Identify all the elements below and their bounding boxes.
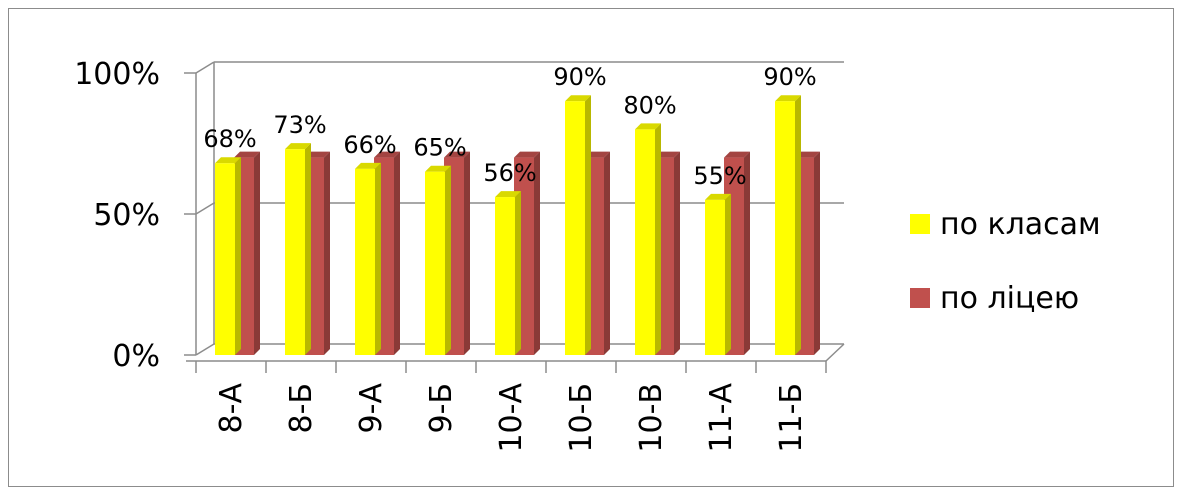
data-label: 68% xyxy=(203,125,256,153)
bar-po-klasam-top xyxy=(705,193,731,200)
y-tick-label: 0% xyxy=(112,339,160,374)
data-label: 90% xyxy=(763,63,816,91)
category-label: 8-А xyxy=(214,383,249,434)
y-tick-label: 100% xyxy=(74,57,160,92)
bars xyxy=(215,95,820,356)
bar-po-klasam xyxy=(285,143,311,355)
bar-po-litseiu-side xyxy=(324,151,330,355)
bar-po-klasam xyxy=(355,162,381,355)
bar-po-klasam-side xyxy=(305,143,311,355)
legend-label: по класам xyxy=(940,207,1101,242)
data-label: 55% xyxy=(693,162,746,190)
data-labels: 68% 73% 66% 65% 56% 90% 80% 55% 90% xyxy=(203,63,816,190)
bar-po-klasam-side xyxy=(375,162,381,355)
data-label: 56% xyxy=(483,159,536,187)
bar-po-litseiu-top xyxy=(374,151,400,158)
legend-item-po-litseiu: по ліцею xyxy=(910,281,1079,316)
bar-po-klasam-top xyxy=(425,165,451,172)
data-label: 65% xyxy=(413,134,466,162)
bar-po-klasam xyxy=(565,95,591,355)
bar-po-klasam-top xyxy=(355,162,381,169)
legend-swatch xyxy=(910,214,930,234)
bar-po-klasam-side xyxy=(655,123,661,356)
bar-po-klasam-top xyxy=(775,95,801,102)
legend: по класам по ліцею xyxy=(910,207,1101,316)
bar-po-litseiu-side xyxy=(534,151,540,355)
floor-right-edge xyxy=(825,343,845,362)
category-label: 11-Б xyxy=(774,383,809,453)
gridline-depth xyxy=(195,343,215,356)
bar-po-litseiu-side xyxy=(674,151,680,355)
bar-po-litseiu-top xyxy=(444,151,470,158)
data-label: 66% xyxy=(343,131,396,159)
category-label: 9-А xyxy=(354,383,389,434)
category-label: 10-А xyxy=(494,383,529,453)
bar-po-litseiu-side xyxy=(254,151,260,355)
bar-po-klasam-top xyxy=(215,157,241,164)
bar-po-klasam-front xyxy=(565,101,585,355)
bar-po-klasam-front xyxy=(775,101,795,355)
legend-item-po-klasam: по класам xyxy=(910,207,1101,242)
bar-po-klasam-front xyxy=(705,199,725,355)
bar-po-klasam xyxy=(495,191,521,355)
legend-swatch xyxy=(910,288,930,308)
legend-label: по ліцею xyxy=(940,281,1079,316)
bar-po-klasam-side xyxy=(585,95,591,355)
bar-po-klasam-front xyxy=(285,149,305,355)
bar-po-klasam-side xyxy=(515,191,521,355)
bar-po-klasam-top xyxy=(285,143,311,150)
category-label: 9-Б xyxy=(424,383,459,434)
bar-po-klasam xyxy=(215,157,241,355)
bar-po-litseiu-side xyxy=(604,151,610,355)
bar-po-litseiu-side xyxy=(394,151,400,355)
bar-po-litseiu-side xyxy=(744,151,750,355)
bar-po-klasam xyxy=(425,165,451,355)
y-tick-label: 50% xyxy=(93,198,160,233)
data-label: 80% xyxy=(623,91,676,119)
bar-po-klasam-top xyxy=(635,123,661,130)
bar-po-klasam xyxy=(705,193,731,355)
bar-po-klasam-side xyxy=(445,165,451,355)
bar-po-klasam xyxy=(775,95,801,355)
data-label: 73% xyxy=(273,111,326,139)
bar-po-litseiu-top xyxy=(514,151,540,158)
gridline-depth xyxy=(195,61,215,74)
axes: 0% 50% 100% xyxy=(74,57,845,374)
gridline-depth xyxy=(195,202,215,215)
bar-po-litseiu-top xyxy=(234,151,260,158)
bar-po-klasam-front xyxy=(355,168,375,355)
bar-po-klasam-side xyxy=(725,193,731,355)
bar-po-klasam-top xyxy=(565,95,591,102)
bar-po-klasam-front xyxy=(495,197,515,355)
category-label: 10-В xyxy=(634,383,669,453)
category-label: 11-А xyxy=(704,383,739,453)
bar-po-litseiu-side xyxy=(814,151,820,355)
bar-po-litseiu-top xyxy=(724,151,750,158)
bar-po-klasam-front xyxy=(635,129,655,355)
data-label: 90% xyxy=(553,63,606,91)
bar-po-klasam-side xyxy=(795,95,801,355)
category-label: 10-Б xyxy=(564,383,599,453)
bar-po-klasam-front xyxy=(425,171,445,355)
bar-po-litseiu-side xyxy=(464,151,470,355)
category-labels: 8-А 8-Б 9-А 9-Б 10-А 10-Б 10-В 11-А 11-Б xyxy=(214,383,809,453)
bar-po-klasam-top xyxy=(495,191,521,198)
bar-po-klasam-side xyxy=(235,157,241,355)
bar-po-klasam xyxy=(635,123,661,356)
bar-po-klasam-front xyxy=(215,163,235,355)
category-label: 8-Б xyxy=(284,383,319,434)
